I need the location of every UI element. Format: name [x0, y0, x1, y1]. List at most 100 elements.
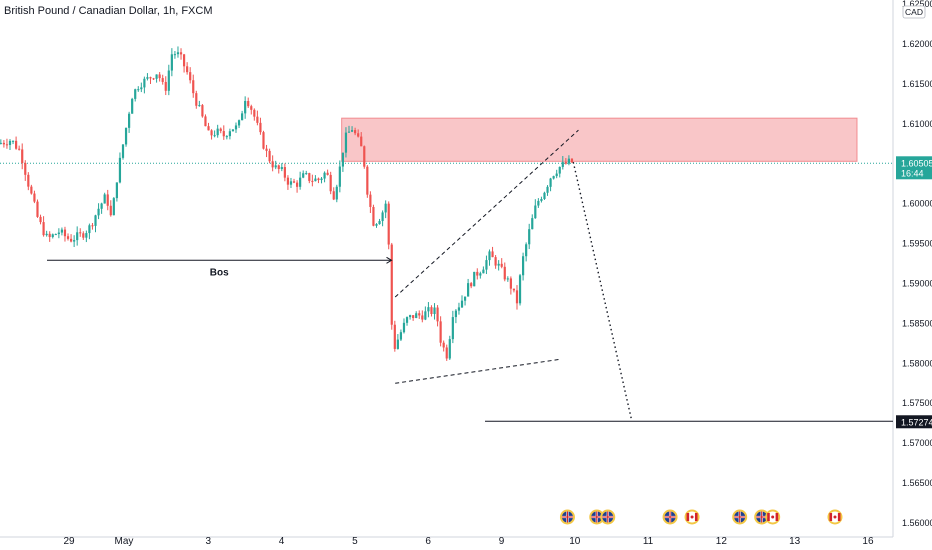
candle-body	[439, 321, 442, 343]
candle-body	[561, 162, 564, 167]
candle-body	[244, 100, 247, 114]
candle-body	[97, 208, 100, 216]
candle-body	[457, 307, 461, 311]
uk-flag-icon[interactable]	[754, 509, 770, 525]
candle-body	[173, 54, 177, 56]
candle-body	[500, 263, 503, 267]
candle-body	[451, 317, 454, 340]
current-price-badge	[896, 156, 932, 180]
candle-body	[454, 310, 458, 318]
candle-body	[152, 78, 155, 80]
candle-body	[390, 244, 393, 325]
canada-flag-icon[interactable]	[827, 509, 843, 525]
candle-body	[418, 313, 421, 316]
x-tick-label: 11	[643, 536, 654, 547]
projection-line[interactable]	[572, 161, 632, 419]
uk-flag-icon[interactable]	[559, 509, 575, 525]
candle-body	[387, 203, 390, 245]
candle-body	[121, 144, 125, 158]
candle-body	[494, 257, 497, 266]
candle-body	[512, 288, 516, 291]
candle-body	[335, 186, 338, 200]
candle-body	[8, 140, 12, 145]
x-tick-label: 16	[862, 536, 874, 547]
uk-flag-icon[interactable]	[662, 509, 678, 525]
x-tick-label: 3	[205, 536, 211, 547]
candle-body	[424, 311, 427, 320]
candle-body	[323, 172, 326, 179]
candle-body	[470, 283, 473, 287]
x-tick-label: 13	[789, 536, 801, 547]
candle-body	[552, 176, 555, 179]
candle-body	[79, 232, 82, 234]
candle-body	[128, 113, 131, 128]
x-tick-label: 10	[569, 536, 581, 547]
supply-zone[interactable]	[341, 117, 858, 162]
y-tick-label: 1.56000	[902, 518, 932, 528]
candle-body	[292, 181, 296, 183]
candle-body	[549, 178, 552, 187]
uk-flag-icon[interactable]	[600, 509, 616, 525]
candle-body	[155, 74, 158, 79]
y-tick-label: 1.60000	[902, 199, 932, 209]
candle-body	[317, 178, 320, 181]
candle-body	[412, 315, 415, 319]
candle-body	[213, 135, 216, 137]
uk-flag-icon[interactable]	[732, 509, 748, 525]
candle-body	[30, 186, 33, 194]
currency-badge[interactable]	[902, 5, 926, 19]
flag-leaf	[690, 515, 694, 519]
candle-body	[164, 81, 167, 91]
candle-body	[170, 54, 173, 71]
uk-flag-icon[interactable]	[589, 509, 605, 525]
y-tick-label: 1.61500	[902, 79, 932, 89]
candle-body	[158, 74, 161, 79]
candle-body	[363, 146, 366, 167]
candle-body	[421, 315, 424, 320]
candle-body	[570, 158, 574, 163]
candle-body	[247, 100, 250, 107]
candle-body	[564, 162, 567, 164]
candle-body	[18, 148, 21, 150]
candle-body	[503, 266, 506, 280]
candle-body	[528, 229, 531, 245]
candle-body	[280, 167, 283, 169]
candle-body	[555, 173, 558, 177]
candle-body	[378, 221, 381, 225]
candle-body	[537, 200, 540, 206]
x-tick-label: May	[115, 536, 134, 547]
x-tick-label: 6	[425, 536, 431, 547]
candle-body	[256, 116, 259, 123]
candle-body	[283, 167, 286, 178]
candle-body	[207, 126, 210, 131]
candle-body	[302, 173, 305, 178]
candle-body	[234, 125, 238, 130]
candle-body	[357, 133, 360, 137]
candle-body	[231, 129, 235, 132]
flag-band	[686, 513, 690, 521]
candle-body	[262, 132, 265, 149]
chart-title: British Pound / Canadian Dollar, 1h, FXC…	[4, 5, 213, 17]
wedge-lower-line[interactable]	[395, 358, 561, 384]
candle-body	[192, 80, 195, 94]
candle-body	[268, 150, 271, 162]
wedge-upper-line[interactable]	[394, 129, 579, 298]
candle-body	[274, 165, 277, 168]
canada-flag-icon[interactable]	[684, 509, 700, 525]
candle-body	[360, 136, 363, 147]
candle-body	[0, 142, 2, 144]
candle-body	[543, 192, 546, 199]
candle-body	[430, 307, 433, 315]
candle-body	[210, 130, 213, 136]
candle-body	[149, 77, 152, 79]
y-tick-label: 1.59000	[902, 278, 932, 288]
candle-body	[375, 224, 378, 226]
candle-body	[479, 273, 482, 276]
candle-body	[131, 98, 134, 114]
candle-body	[558, 166, 561, 174]
candle-body	[115, 182, 118, 199]
candle-body	[277, 165, 280, 169]
canada-flag-icon[interactable]	[765, 509, 781, 525]
flag-leaf	[771, 515, 775, 519]
